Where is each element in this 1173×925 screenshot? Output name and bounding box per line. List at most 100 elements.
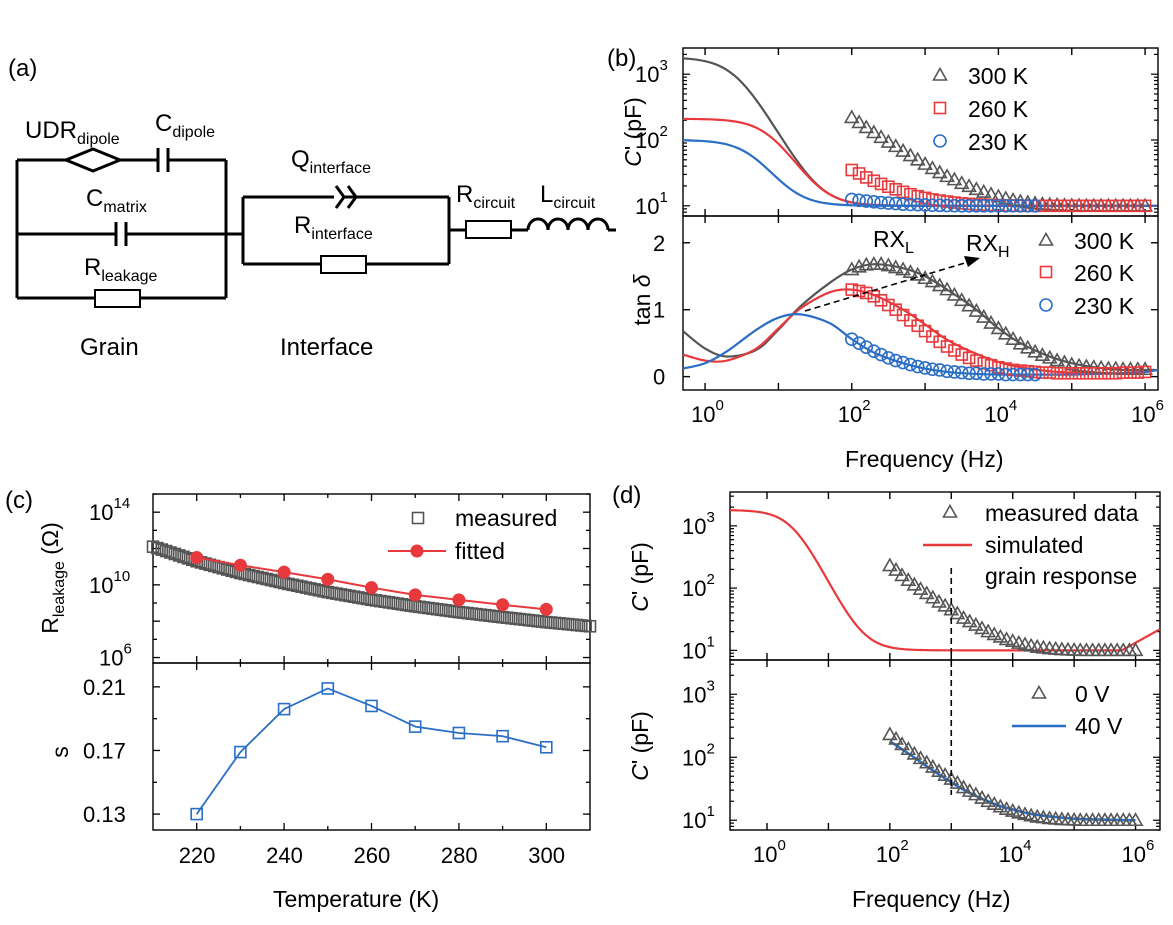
data-point — [1049, 352, 1065, 367]
y-tick-label: 0.21 — [83, 675, 126, 700]
data-point — [408, 588, 422, 602]
data-point — [155, 543, 169, 556]
data-point — [452, 726, 466, 740]
data-point — [997, 190, 1014, 205]
y-tick-label: 106 — [99, 641, 132, 671]
data-point — [911, 189, 925, 203]
data-point — [946, 171, 963, 186]
data-point — [1065, 366, 1079, 380]
y-tick-label: 101 — [682, 633, 715, 663]
data-point — [312, 584, 326, 597]
arrow-head — [964, 256, 980, 267]
data-point — [496, 598, 510, 612]
data-point — [1085, 359, 1102, 374]
legend-label: 230 K — [1074, 293, 1135, 319]
data-point — [931, 164, 948, 179]
data-point — [980, 793, 996, 808]
data-point — [1041, 196, 1058, 211]
data-point — [939, 168, 955, 183]
data-point — [937, 767, 953, 781]
c-matrix-label: Cmatrix — [86, 185, 147, 216]
y-tick-label: 1010 — [89, 568, 130, 598]
data-point — [894, 567, 910, 582]
legend-label: 230 K — [968, 129, 1029, 155]
legend-marker — [410, 544, 424, 558]
data-point — [873, 129, 889, 144]
data-point — [900, 741, 917, 756]
data-point — [903, 357, 918, 372]
data-point — [997, 325, 1014, 340]
data-point — [308, 583, 321, 596]
data-point — [255, 571, 269, 585]
data-point — [961, 613, 978, 628]
y-tick-label: 1014 — [89, 495, 130, 525]
interface-block-label: Interface — [280, 334, 373, 361]
legend-label: 260 K — [1074, 260, 1135, 286]
x-tick-label: 106 — [1122, 837, 1155, 867]
data-point — [992, 798, 1009, 813]
r-interface-label: Rinterface — [294, 212, 373, 243]
data-point — [269, 574, 282, 588]
y-axis-label: C' (pF) — [627, 711, 653, 781]
data-point — [858, 119, 875, 134]
data-point — [990, 320, 1007, 335]
data-point — [887, 259, 904, 274]
data-point — [932, 363, 947, 377]
data-point — [917, 155, 933, 170]
fit-curve — [682, 57, 1157, 207]
annotation-rxh: RXH — [966, 230, 1010, 261]
data-point — [408, 720, 422, 733]
data-point — [992, 360, 1005, 374]
data-point — [924, 273, 941, 288]
data-point — [295, 580, 308, 593]
data-point — [1071, 357, 1087, 372]
panel-label-c: (c) — [5, 487, 33, 514]
data-point — [895, 142, 911, 157]
data-point — [845, 163, 859, 177]
data-point — [910, 197, 925, 212]
data-point — [843, 109, 860, 124]
data-point — [852, 167, 866, 180]
y-tick-label: 2 — [653, 231, 665, 256]
data-point — [1094, 199, 1108, 213]
data-point — [1080, 366, 1093, 380]
bias-40v-curve — [889, 740, 1136, 822]
l-circuit-inductor — [526, 217, 610, 231]
r-circuit-resistor — [465, 220, 512, 239]
equivalent-circuit-diagram — [15, 147, 616, 308]
data-point — [937, 597, 953, 612]
data-point — [974, 620, 990, 635]
data-point — [943, 601, 960, 616]
data-point — [947, 365, 962, 379]
data-point — [931, 277, 948, 292]
data-point — [954, 199, 969, 213]
y-tick-label: 102 — [682, 740, 715, 770]
plot-frame — [152, 662, 591, 831]
legend-label: grain response — [985, 563, 1137, 589]
grain-block-label: Grain — [80, 334, 139, 361]
data-point — [1034, 196, 1051, 210]
y-axis-label: Rleakage (Ω) — [37, 522, 68, 634]
data-point — [321, 682, 335, 695]
x-tick-label: 260 — [354, 843, 391, 868]
data-point — [998, 367, 1013, 382]
data-point — [277, 702, 291, 716]
legend-label: measured data — [985, 500, 1139, 526]
data-point — [986, 626, 1003, 641]
r-leakage-label: Rleakage — [84, 254, 157, 285]
y-axis-label: tan δ — [629, 274, 655, 325]
data-point — [948, 344, 961, 357]
data-point — [1056, 197, 1073, 212]
q-interface-cpe-symbol — [334, 185, 346, 209]
data-point — [1012, 335, 1029, 350]
data-point — [852, 336, 866, 350]
data-point — [234, 745, 247, 759]
data-point — [888, 196, 903, 211]
legend-marker — [411, 511, 425, 525]
data-point — [1116, 366, 1130, 379]
data-point — [860, 286, 873, 300]
data-point — [968, 302, 985, 317]
data-point — [1005, 331, 1021, 345]
data-point — [896, 355, 910, 370]
data-point — [304, 582, 317, 595]
